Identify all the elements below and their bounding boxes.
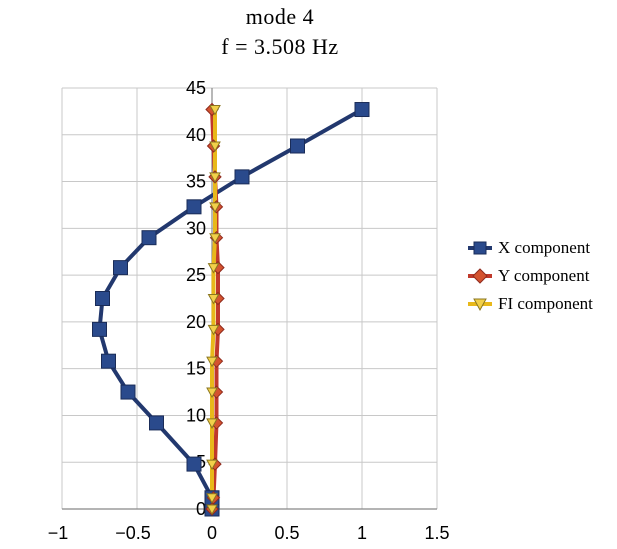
series-0-point-13 [354,102,370,118]
series-2-point-7 [207,294,220,305]
series-2-point-8 [207,263,220,274]
y-tick-label-6: 30 [186,218,206,238]
legend-label-fi-component: FI component [498,294,593,313]
series-0-point-7 [95,291,110,306]
legend-item-y-component: Y component [466,262,593,290]
series-2-point-5 [206,356,218,368]
y-tick-label-0: 0 [196,499,206,519]
x-tick-label-4: 1 [357,523,367,543]
y-tick-label-5: 25 [186,265,206,285]
series-0-point-4 [120,384,136,400]
y-tick-label-9: 45 [186,78,206,98]
series-2-point-11 [209,172,221,183]
series-2-point-1 [206,493,218,504]
series-0-point-2 [186,456,202,472]
y-tick-label-4: 20 [186,312,206,332]
series-2-point-2 [206,459,218,471]
x-tick-label-2: 0 [207,523,217,543]
chart-legend: X component Y component FI component [466,234,593,318]
chart-series [92,102,370,517]
x-tick-label-5: 1.5 [424,523,449,543]
series-2-point-13 [209,105,221,116]
series-2-point-4 [206,387,218,399]
chart-title-line-2: f = 3.508 Hz [221,34,339,59]
series-2-point-9 [209,233,221,244]
y-tick-label-7: 35 [186,172,206,192]
x-tick-label-3: 0.5 [274,523,299,543]
chart-title-line-1: mode 4 [245,4,315,29]
chart-grid [61,87,438,510]
series-0-point-6 [92,321,107,337]
series-2-point-10 [209,202,221,213]
legend-label-y-component: Y component [498,266,590,285]
series-0-point-12 [290,138,305,154]
series-0-point-11 [234,169,250,185]
triangle-down-marker-icon [468,298,492,312]
series-0-point-3 [149,415,164,431]
chart-axes: −1−0.500.511.5051015202530354045 [48,78,450,543]
y-tick-label-8: 40 [186,125,206,145]
square-marker-icon [468,241,492,255]
y-tick-label-2: 10 [186,405,206,425]
x-tick-label-0: −1 [48,523,69,543]
series-2-point-6 [207,324,220,336]
series-0-point-10 [186,199,202,215]
series-0-point-5 [101,353,116,369]
series-0-point-9 [141,230,157,246]
x-tick-label-1: −0.5 [115,523,151,543]
series-2-point-12 [209,141,221,153]
series-2-point-3 [206,418,218,429]
legend-item-fi-component: FI component [466,290,593,318]
series-0-point-8 [113,260,128,276]
legend-label-x-component: X component [498,238,591,257]
y-tick-label-3: 15 [186,359,206,379]
series-2-point-0 [206,504,218,516]
series-line-0 [97,107,364,511]
legend-item-x-component: X component [466,234,593,262]
diamond-marker-icon [468,268,492,284]
